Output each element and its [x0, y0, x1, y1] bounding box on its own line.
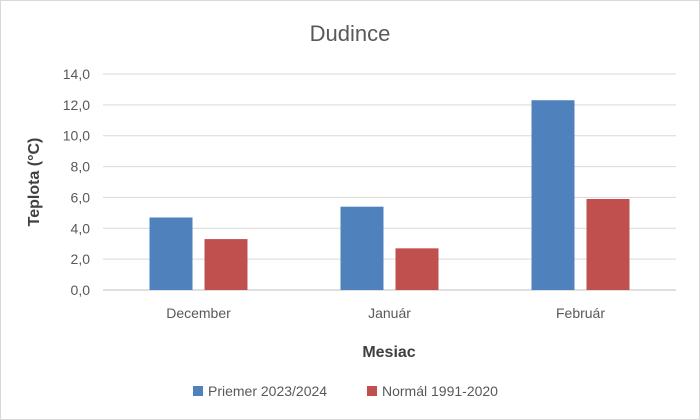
x-tick-label: Január [368, 305, 411, 321]
legend-label: Priemer 2023/2024 [208, 383, 327, 399]
legend-swatch [367, 386, 377, 396]
bar-priemer-1 [149, 217, 193, 290]
y-tick-label: 2,0 [71, 251, 91, 267]
y-tick-label: 10,0 [63, 128, 90, 144]
legend: Priemer 2023/2024 Normál 1991-2020 [193, 383, 498, 399]
bar-priemer-3 [531, 100, 575, 290]
y-tick-label: 4,0 [71, 220, 91, 236]
bars [149, 100, 630, 290]
y-tick-label: 0,0 [71, 282, 91, 298]
y-tick-label: 12,0 [63, 97, 90, 113]
gridlines [103, 73, 676, 291]
legend-label: Normál 1991-2020 [382, 383, 498, 399]
bar-normal-3 [586, 198, 630, 290]
x-axis-ticks: December Január Február [166, 305, 605, 321]
legend-swatch [193, 386, 203, 396]
y-axis-ticks: 0,0 2,0 4,0 6,0 8,0 10,0 12,0 14,0 [63, 66, 90, 298]
chart-title: Dudince [310, 21, 391, 46]
y-tick-label: 14,0 [63, 66, 90, 82]
x-tick-label: December [166, 305, 231, 321]
y-tick-label: 6,0 [71, 189, 91, 205]
y-tick-label: 8,0 [71, 159, 91, 175]
bar-normal-2 [395, 248, 439, 290]
x-axis-title: Mesiac [362, 344, 415, 361]
x-tick-label: Február [556, 305, 605, 321]
y-axis-title: Teplota (°C) [26, 138, 43, 227]
bar-normal-1 [204, 239, 248, 290]
bar-priemer-2 [340, 206, 384, 290]
